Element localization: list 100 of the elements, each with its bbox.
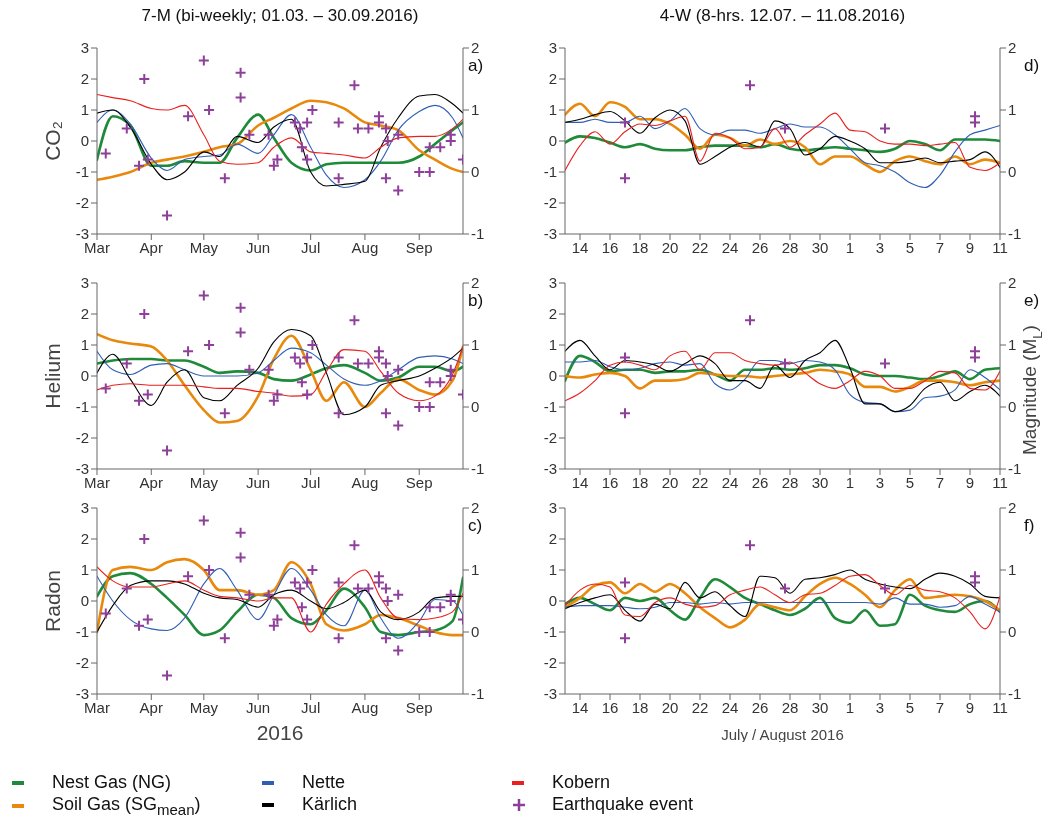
point xyxy=(271,388,284,401)
x-tick-label: 26 xyxy=(751,473,769,491)
x-tick-label: Sep xyxy=(405,238,433,256)
point xyxy=(444,135,457,147)
point xyxy=(182,345,195,358)
point xyxy=(161,669,174,682)
y-tick-label: 1 xyxy=(548,336,557,354)
point xyxy=(262,588,275,601)
point xyxy=(243,128,256,141)
y2-tick-label: 1 xyxy=(471,561,480,579)
point xyxy=(332,407,345,420)
chart-title: 7-M (bi-weekly; 01.03. – 30.09.2016) xyxy=(140,6,420,26)
y2-tick-label: -1 xyxy=(1008,225,1022,243)
x-tick-label: 9 xyxy=(965,698,975,716)
y-tick-label: 2 xyxy=(548,530,557,548)
x-tick-label: 18 xyxy=(631,698,649,716)
point xyxy=(744,79,756,92)
point xyxy=(434,376,447,389)
y2-tick-label: 1 xyxy=(1008,101,1017,119)
point xyxy=(332,351,345,364)
text: b) xyxy=(468,291,484,311)
x-tick-label: 5 xyxy=(905,698,915,716)
point xyxy=(301,116,314,129)
y2-tick-label: -1 xyxy=(471,225,485,243)
x-tick-label: 3 xyxy=(875,698,885,716)
y2-tick-label: 1 xyxy=(471,336,480,354)
point xyxy=(99,607,112,620)
y-tick-label: -2 xyxy=(75,429,89,447)
point xyxy=(879,357,891,370)
x-tick-label: 28 xyxy=(781,698,799,716)
x-tick-label: 22 xyxy=(691,473,709,491)
point xyxy=(301,576,314,589)
y2-tick-label: 0 xyxy=(1008,398,1017,416)
point xyxy=(619,632,631,645)
point xyxy=(120,357,133,370)
y2-tick-label: 0 xyxy=(471,163,480,181)
x-tick-label: Sep xyxy=(405,698,433,716)
point xyxy=(234,66,247,79)
legend-label: Nette xyxy=(302,772,346,793)
point xyxy=(348,314,361,327)
point xyxy=(295,601,308,614)
y-tick-label: 3 xyxy=(80,499,89,517)
point xyxy=(271,153,284,166)
y-tick-label: -3 xyxy=(543,225,557,243)
x-tick-label: 5 xyxy=(905,473,915,491)
point xyxy=(203,339,216,351)
point xyxy=(234,91,247,104)
line-series xyxy=(565,368,1000,393)
line-series xyxy=(565,350,1000,402)
point xyxy=(133,619,146,632)
y2-tick-label: 0 xyxy=(1008,623,1017,641)
y-tick-label: 0 xyxy=(80,132,89,150)
y-tick-label: 3 xyxy=(548,499,557,517)
point xyxy=(379,172,392,185)
point xyxy=(218,407,231,420)
point xyxy=(301,153,314,166)
y-tick-label: 2 xyxy=(548,305,557,323)
text: e) xyxy=(1024,291,1040,311)
line-series xyxy=(97,346,463,402)
x-tick-label: Apr xyxy=(139,238,163,256)
y-tick-label: 0 xyxy=(80,367,89,385)
legend-label: Kobern xyxy=(552,772,611,793)
point xyxy=(161,209,174,222)
x-tick-label: 28 xyxy=(781,238,799,256)
point xyxy=(392,128,405,141)
line-series xyxy=(97,93,463,165)
y2-tick-label: 1 xyxy=(471,101,480,119)
x-tick-label: 7 xyxy=(935,238,945,256)
y-tick-label: -2 xyxy=(75,654,89,672)
x-tick-label: 9 xyxy=(965,238,975,256)
point xyxy=(619,351,631,364)
text: f) xyxy=(1024,516,1035,536)
text: a) xyxy=(468,56,484,76)
y-tick-label: 0 xyxy=(548,367,557,385)
point xyxy=(203,104,216,116)
point xyxy=(141,153,154,166)
x-axis-title: 2016 xyxy=(256,721,304,744)
point xyxy=(413,626,426,638)
text: d) xyxy=(1024,56,1040,76)
point xyxy=(267,394,280,407)
point xyxy=(267,619,280,632)
y2-tick-label: 1 xyxy=(1008,561,1017,579)
y-tick-label: -1 xyxy=(543,163,557,181)
x-tick-label: Aug xyxy=(351,473,379,491)
point xyxy=(197,514,210,527)
point xyxy=(243,588,256,601)
point xyxy=(218,172,231,185)
y-tick-label: 0 xyxy=(548,592,557,610)
y2-tick-label: 0 xyxy=(471,623,480,641)
x-tick-label: 26 xyxy=(751,698,769,716)
line-series xyxy=(565,339,1000,413)
legend-label: Kärlich xyxy=(302,794,358,815)
point xyxy=(182,110,195,123)
y2-tick-label: 1 xyxy=(1008,336,1017,354)
point xyxy=(203,564,216,576)
x-tick-label: 1 xyxy=(845,473,855,491)
chart-title: 4-W (8-hrs. 12.07. – 11.08.2016) xyxy=(658,6,907,26)
point xyxy=(362,582,375,595)
point xyxy=(271,613,284,626)
y-tick-label: -3 xyxy=(543,685,557,703)
